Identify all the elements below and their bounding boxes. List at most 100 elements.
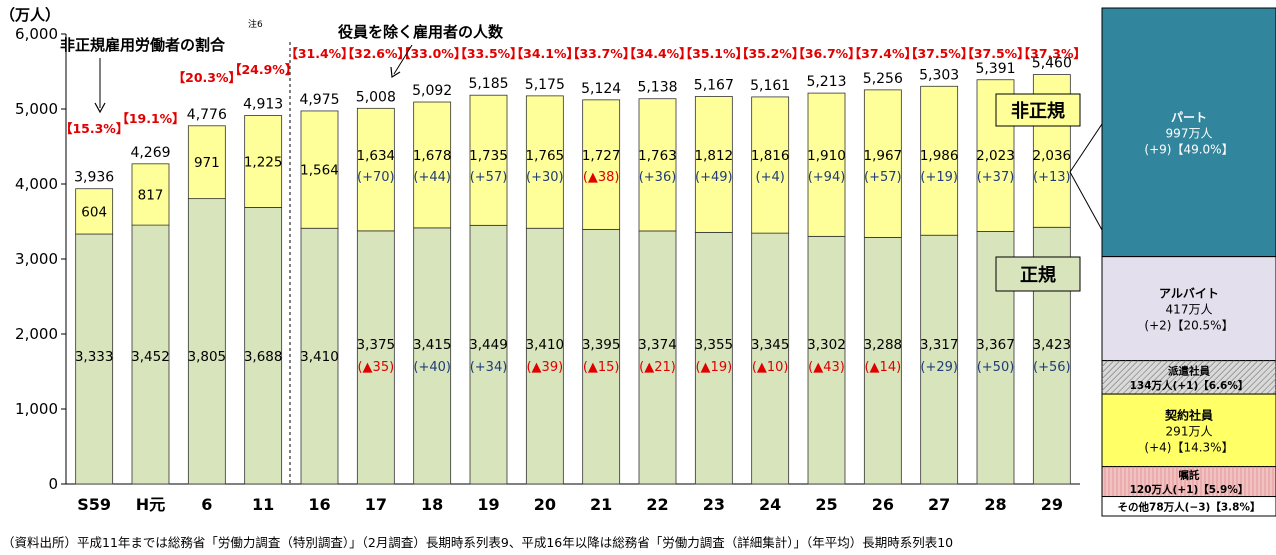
regular-change-label: (+29) bbox=[920, 360, 958, 375]
bar-nonregular bbox=[582, 99, 621, 230]
total-value-label: 5,161 bbox=[750, 78, 790, 94]
hatch-line bbox=[1110, 360, 1145, 395]
regular-change-label: (▲21) bbox=[639, 360, 676, 375]
y-tick-label: 6,000 bbox=[15, 25, 58, 43]
regular-change-label: (▲39) bbox=[526, 360, 563, 375]
y-tick-label: 1,000 bbox=[15, 400, 58, 418]
breakdown-column: パート 997万人 (+9)【49.0%】アルバイト 417万人 (+2)【20.5%】… bbox=[1101, 7, 1276, 517]
hatch-line bbox=[1101, 360, 1121, 379]
x-tick-label: S59 bbox=[77, 495, 111, 514]
total-value-label: 5,167 bbox=[694, 77, 734, 93]
y-axis: 0 1,000 2,000 3,000 4,000 5,000 6,000 bbox=[15, 25, 1080, 493]
hatch-line bbox=[1158, 360, 1193, 395]
x-tick-label: 22 bbox=[646, 495, 668, 514]
regular-change-label: (+56) bbox=[1033, 360, 1071, 375]
x-tick-label: 23 bbox=[703, 495, 725, 514]
breakdown-label: 417万人 bbox=[1166, 303, 1213, 317]
breakdown-label: パート bbox=[1171, 110, 1207, 124]
bar-regular bbox=[131, 224, 170, 485]
x-tick-label: 17 bbox=[365, 495, 387, 514]
breakdown-segment bbox=[1101, 496, 1276, 517]
hatch-line bbox=[1101, 360, 1133, 391]
hatch-line bbox=[1272, 390, 1276, 395]
regular-change-label: (▲10) bbox=[752, 360, 789, 375]
bar-regular bbox=[413, 227, 452, 485]
hatch-line bbox=[1242, 360, 1276, 395]
regular-change-label: (▲19) bbox=[695, 360, 732, 375]
ratio-label: 【35.1%】 bbox=[680, 46, 748, 61]
total-value-label: 5,124 bbox=[581, 81, 621, 97]
regular-value-label: 3,410 bbox=[300, 349, 339, 365]
total-value-label: 3,936 bbox=[74, 170, 114, 186]
regular-value-label: 3,302 bbox=[807, 337, 846, 353]
total-value-label: 5,008 bbox=[356, 89, 396, 105]
ratio-label: 【31.4%】 bbox=[285, 46, 353, 61]
regular-value-label: 3,375 bbox=[357, 337, 396, 353]
regular-value-label: 3,395 bbox=[582, 337, 621, 353]
nonregular-value-label: 1,225 bbox=[244, 154, 283, 170]
x-tick-label: 29 bbox=[1041, 495, 1063, 514]
y-tick-label: 5,000 bbox=[15, 100, 58, 118]
ratio-label: 【37.5%】 bbox=[961, 46, 1029, 61]
regular-value-label: 3,333 bbox=[75, 349, 114, 365]
bar-regular bbox=[751, 232, 790, 485]
total-value-label: 5,092 bbox=[412, 83, 452, 99]
ratio-label: 【37.3%】 bbox=[1018, 46, 1086, 61]
breakdown-label: その他78万人(−3)【3.8%】 bbox=[1118, 501, 1261, 514]
regular-value-label: 3,423 bbox=[1033, 337, 1072, 353]
regular-change-label: (▲43) bbox=[808, 360, 845, 375]
regular-value-label: 3,355 bbox=[695, 337, 734, 353]
breakdown-label: (+4)【14.3%】 bbox=[1144, 440, 1233, 454]
ratio-label: 【24.9%】 bbox=[229, 62, 297, 77]
total-value-label: 5,138 bbox=[637, 80, 677, 96]
breakdown-label: 120万人(+1)【5.9%】 bbox=[1130, 483, 1249, 496]
nonregular-change-label: (+44) bbox=[413, 170, 451, 185]
nonregular-value-label: 1,634 bbox=[357, 148, 396, 164]
breakdown-segment bbox=[1101, 256, 1276, 362]
total-value-label: 4,269 bbox=[130, 145, 170, 161]
hatch-line bbox=[1122, 360, 1157, 395]
total-value-label: 5,391 bbox=[975, 61, 1015, 77]
hatch-line bbox=[1116, 360, 1151, 395]
total-note-arrowhead bbox=[390, 66, 401, 79]
breakdown-connector-top bbox=[1069, 123, 1103, 173]
hatch-line bbox=[1176, 360, 1211, 395]
hatch-line bbox=[1134, 360, 1169, 395]
regular-change-label: (▲15) bbox=[583, 360, 620, 375]
y-tick-label: 3,000 bbox=[15, 250, 58, 268]
regular-value-label: 3,345 bbox=[751, 337, 790, 353]
x-tick-label: 18 bbox=[421, 495, 443, 514]
nonregular-change-label: (+57) bbox=[864, 170, 902, 185]
regular-value-label: 3,374 bbox=[638, 337, 677, 353]
total-value-label: 4,776 bbox=[187, 107, 227, 123]
hatch-line bbox=[1164, 360, 1199, 395]
regular-value-label: 3,317 bbox=[920, 337, 959, 353]
hatch-line bbox=[1104, 360, 1139, 395]
hatch-line bbox=[1101, 360, 1109, 367]
nonregular-value-label: 1,727 bbox=[582, 148, 621, 164]
x-tick-label: H元 bbox=[136, 495, 165, 514]
bar-labels: S59 3,333 604 3,936 【15.3%】 H元 3,452 817 4,269 【1… bbox=[60, 46, 1086, 514]
nonregular-value-label: 817 bbox=[138, 187, 164, 203]
nonregular-change-label: (+30) bbox=[526, 170, 564, 185]
bar-regular bbox=[244, 206, 283, 485]
ratio-label: 【35.2%】 bbox=[736, 46, 804, 61]
breakdown-segment bbox=[1101, 7, 1276, 258]
total-value-label: 5,303 bbox=[919, 67, 959, 83]
bar-regular bbox=[920, 234, 959, 485]
total-value-label: 5,175 bbox=[525, 77, 565, 93]
total-value-label: 4,975 bbox=[299, 92, 339, 108]
y-tick-label: 2,000 bbox=[15, 325, 58, 343]
nonregular-value-label: 2,036 bbox=[1033, 148, 1072, 164]
hatch-line bbox=[1182, 360, 1217, 395]
total-value-label: 4,913 bbox=[243, 97, 283, 113]
hatch-line bbox=[1200, 360, 1235, 395]
bars bbox=[75, 74, 1071, 485]
breakdown-label: 派遣社員 bbox=[1168, 364, 1210, 377]
bar-regular bbox=[638, 230, 677, 485]
regular-value-label: 3,367 bbox=[976, 337, 1015, 353]
regular-value-label: 3,288 bbox=[864, 337, 903, 353]
breakdown-label: アルバイト bbox=[1159, 287, 1219, 301]
ratio-label: 【36.7%】 bbox=[792, 46, 860, 61]
